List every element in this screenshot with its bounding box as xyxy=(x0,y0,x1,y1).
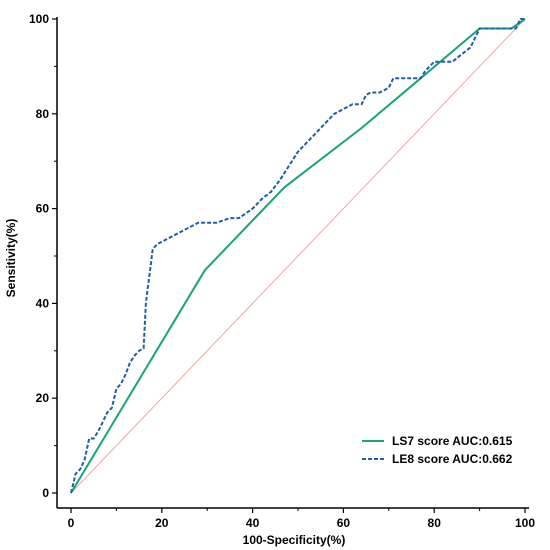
y-tick-label: 20 xyxy=(36,391,50,405)
y-tick-label: 60 xyxy=(36,202,50,216)
x-tick-label: 0 xyxy=(68,516,75,530)
reference-diagonal-line xyxy=(70,18,526,494)
x-tick-label: 100 xyxy=(515,516,535,530)
axes: 0 20 40 60 80 100 0 20 40 60 80 100 xyxy=(29,12,535,530)
x-tick-label: 60 xyxy=(337,516,351,530)
series-line-le8 xyxy=(70,18,525,494)
y-tick-label: 100 xyxy=(29,12,49,26)
x-tick-label: 80 xyxy=(428,516,442,530)
x-tick-label: 40 xyxy=(246,516,260,530)
x-tick-label: 20 xyxy=(155,516,169,530)
y-tick-label: 0 xyxy=(42,486,49,500)
legend-label-ls7: LS7 score AUC:0.615 xyxy=(392,434,513,448)
legend: LS7 score AUC:0.615 LE8 score AUC:0.662 xyxy=(362,434,513,466)
x-axis-title: 100-Specificity(%) xyxy=(243,533,346,547)
y-axis-title: Sensitivity(%) xyxy=(4,219,18,298)
plot-area xyxy=(70,18,526,494)
y-tick-label: 40 xyxy=(36,296,50,310)
legend-label-le8: LE8 score AUC:0.662 xyxy=(392,452,513,466)
y-tick-label: 80 xyxy=(36,107,50,121)
